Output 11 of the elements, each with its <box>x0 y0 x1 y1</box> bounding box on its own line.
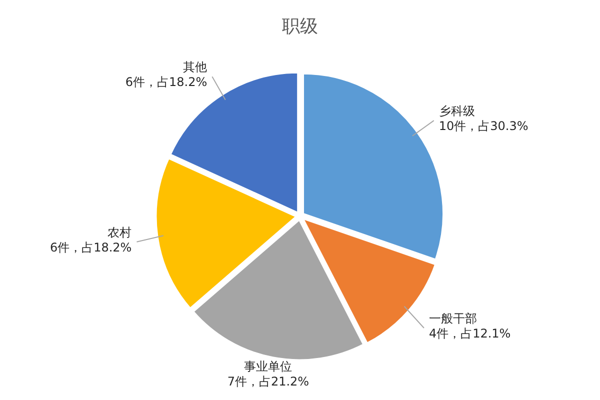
chart-title: 职级 <box>282 16 318 37</box>
data-label: 7件，占21.2% <box>227 374 310 388</box>
slice-label: 事业单位 <box>244 360 292 374</box>
data-label: 10件，占30.3% <box>438 119 528 134</box>
data-label: 6件，占18.2% <box>50 240 132 254</box>
slice-label: 一般干部 <box>428 312 477 326</box>
slice-label: 乡科级 <box>438 104 475 118</box>
slice-label: 其他 <box>183 60 208 74</box>
data-label: 4件，占12.1% <box>428 326 511 341</box>
data-label: 6件，占18.2% <box>125 75 208 90</box>
slice-label: 农村 <box>108 225 132 240</box>
